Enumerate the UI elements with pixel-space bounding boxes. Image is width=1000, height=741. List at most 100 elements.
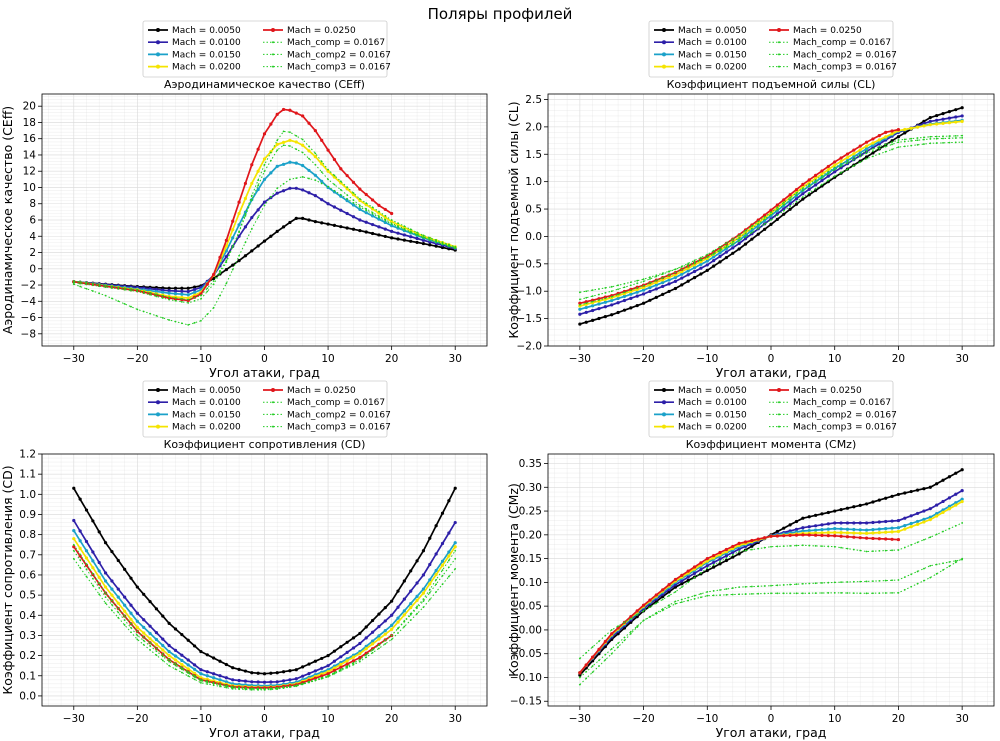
data-point: [935, 122, 939, 126]
data-point: [763, 585, 766, 587]
data-point: [718, 557, 722, 561]
data-point: [776, 208, 779, 211]
data-point: [699, 266, 703, 270]
data-point: [616, 310, 620, 315]
data-point: [699, 567, 703, 572]
data-point: [257, 184, 260, 187]
data-point: [712, 590, 715, 592]
data-point: [680, 268, 683, 271]
chart-panel-4: −30 −20 −10 0 10 20 30−0.15−0.10−0.050.000.050…: [506, 380, 995, 740]
data-point: [839, 527, 843, 531]
data-point: [320, 677, 323, 680]
data-point: [585, 670, 588, 673]
data-point: [294, 216, 298, 220]
data-point: [415, 598, 419, 602]
data-point: [948, 137, 951, 140]
legend-label: Mach = 0.0050: [678, 26, 747, 36]
data-point: [275, 112, 279, 116]
data-point: [872, 155, 874, 158]
data-point: [117, 611, 120, 614]
data-point: [960, 499, 964, 504]
data-point: [428, 243, 432, 247]
data-point: [737, 552, 741, 556]
data-point: [744, 585, 747, 588]
data-point: [655, 612, 658, 615]
data-point: [935, 137, 938, 140]
data-point: [941, 121, 945, 125]
data-point: [339, 194, 343, 198]
data-point: [110, 593, 114, 597]
data-point: [737, 241, 741, 246]
data-point: [603, 305, 607, 309]
data-point: [130, 289, 132, 292]
data-point: [610, 290, 613, 293]
data-point: [428, 536, 432, 540]
data-point: [250, 249, 254, 253]
y-tick-label: 0.35: [519, 458, 542, 470]
data-point: [91, 572, 94, 575]
y-tick-label: 0.15: [519, 553, 542, 565]
data-point: [447, 243, 450, 246]
data-point: [770, 211, 772, 214]
data-point: [743, 540, 748, 544]
legend-item: Mach_comp = 0.0167: [263, 38, 385, 48]
data-point: [840, 581, 842, 584]
data-point: [377, 217, 381, 221]
data-point: [654, 283, 658, 287]
x-axis-label: Угол атаки, град: [209, 365, 320, 380]
data-point: [910, 144, 913, 147]
data-point: [377, 624, 381, 629]
data-point: [326, 222, 330, 226]
data-point: [383, 629, 387, 633]
data-point: [775, 217, 779, 221]
data-point: [942, 569, 944, 571]
legend-item: Mach = 0.0050: [148, 26, 241, 36]
data-point: [72, 283, 75, 286]
data-point: [655, 602, 658, 605]
data-point: [365, 653, 368, 656]
plot-frame: [547, 93, 995, 347]
data-point: [680, 601, 683, 604]
data-point: [377, 225, 381, 229]
data-point: [954, 492, 958, 496]
data-point: [116, 601, 120, 605]
y-tick-label: 6: [29, 215, 36, 227]
data-point: [864, 536, 869, 540]
data-point: [219, 685, 221, 688]
data-point: [610, 629, 613, 631]
data-point: [757, 592, 760, 595]
data-point: [224, 676, 228, 680]
data-point: [161, 659, 164, 662]
data-point: [149, 645, 151, 647]
legend-box: [142, 20, 388, 78]
data-point: [123, 619, 126, 622]
data-point: [584, 310, 588, 314]
data-point: [281, 162, 286, 166]
data-point: [307, 149, 311, 153]
data-point: [409, 228, 412, 231]
data-point: [903, 546, 906, 549]
data-point: [604, 634, 607, 637]
data-point: [794, 527, 799, 531]
legend-label: Mach_comp = 0.0167: [793, 38, 891, 48]
data-point: [871, 520, 875, 525]
chart-title: Коэффициент сопротивления (CD): [164, 438, 366, 451]
data-point: [578, 322, 582, 326]
legend-item: Mach_comp3 = 0.0167: [263, 423, 391, 433]
figure-title: Поляры профилей: [428, 5, 573, 23]
data-point: [942, 135, 944, 138]
data-point: [186, 638, 190, 642]
data-point: [365, 202, 368, 204]
data-point: [756, 232, 760, 236]
data-point: [103, 541, 108, 545]
data-point: [390, 236, 394, 240]
data-point: [174, 662, 177, 665]
data-point: [275, 671, 279, 675]
data-point: [409, 589, 413, 593]
data-point: [174, 320, 177, 323]
data-point: [384, 639, 387, 642]
data-point: [909, 525, 913, 529]
data-point: [719, 249, 721, 252]
data-point: [891, 143, 893, 146]
